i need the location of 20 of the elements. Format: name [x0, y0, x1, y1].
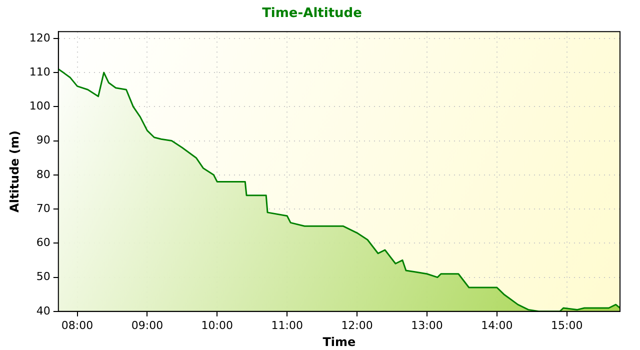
y-tick-label: 60 — [36, 236, 50, 250]
x-tick-label: 12:00 — [341, 318, 373, 332]
y-tick-label: 80 — [36, 168, 50, 181]
y-axis-title: Altitude (m) — [7, 130, 22, 212]
x-tick-label: 11:00 — [271, 318, 303, 332]
x-tick-label: 09:00 — [131, 318, 164, 332]
y-tick-label: 70 — [36, 202, 50, 215]
chart-title: Time-Altitude — [262, 6, 362, 22]
x-tick-label: 15:00 — [550, 318, 583, 332]
y-tick-label: 40 — [36, 304, 50, 318]
y-tick-label: 50 — [36, 270, 50, 284]
y-tick-label: 110 — [29, 65, 50, 78]
x-tick-label: 13:00 — [411, 318, 443, 332]
x-tick-label: 14:00 — [481, 318, 513, 332]
x-tick-label: 10:00 — [201, 318, 234, 332]
y-tick-label: 120 — [29, 31, 50, 44]
x-axis-title: Time — [322, 334, 356, 349]
y-tick-label: 90 — [36, 134, 50, 147]
x-tick-label: 08:00 — [61, 318, 94, 332]
y-tick-label: 100 — [29, 100, 50, 113]
